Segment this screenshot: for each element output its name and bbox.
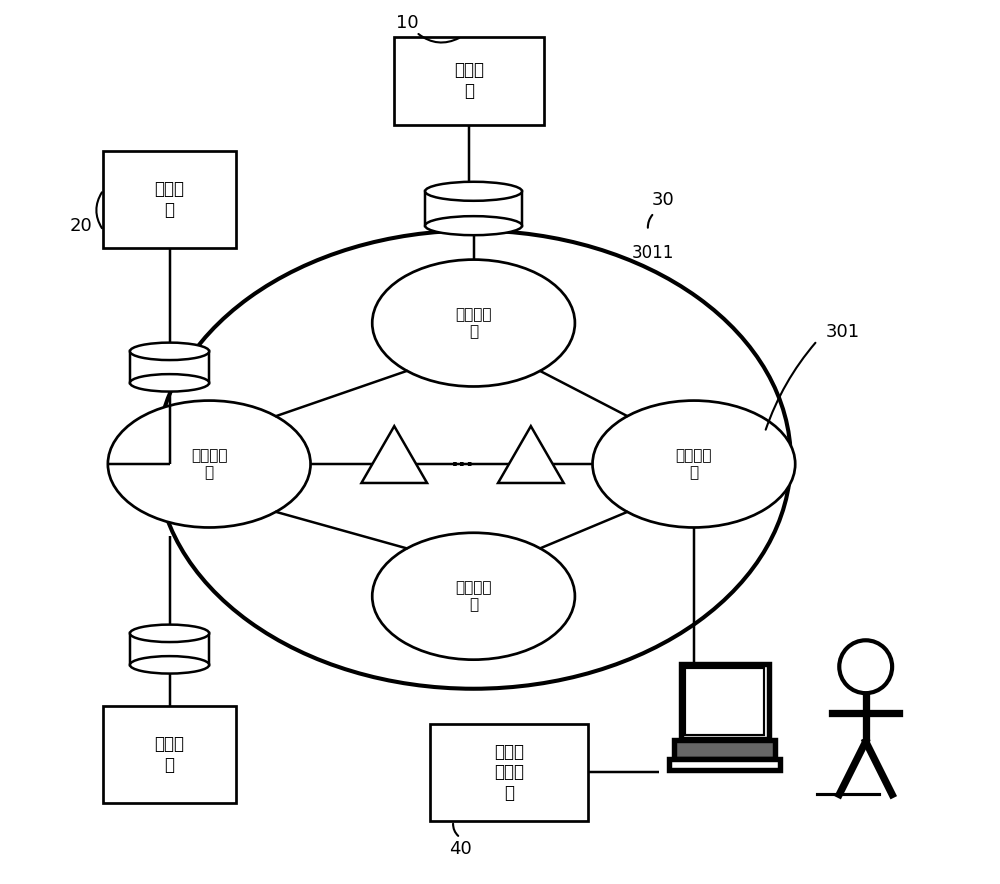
Bar: [103, 151, 236, 248]
Text: 业务系
统: 业务系 统: [155, 735, 185, 774]
Bar: [425, 191, 522, 225]
Text: 301: 301: [826, 323, 860, 341]
Bar: [394, 36, 544, 125]
Text: 3011: 3011: [632, 243, 675, 262]
Ellipse shape: [108, 400, 311, 528]
Text: 20: 20: [70, 217, 93, 235]
Bar: [674, 740, 775, 759]
Ellipse shape: [372, 260, 575, 386]
Text: 区块链节
点: 区块链节 点: [455, 580, 492, 613]
Bar: [681, 664, 769, 739]
Ellipse shape: [130, 374, 209, 392]
Text: 30: 30: [652, 191, 674, 209]
Bar: [669, 759, 780, 770]
Polygon shape: [361, 426, 427, 483]
Text: 10: 10: [396, 14, 419, 33]
Text: 40: 40: [449, 840, 472, 858]
Text: 业务系
统: 业务系 统: [454, 61, 484, 100]
Ellipse shape: [130, 656, 209, 674]
Text: ...: ...: [451, 450, 474, 469]
Bar: [685, 668, 764, 735]
Ellipse shape: [156, 231, 791, 689]
Bar: [430, 724, 588, 821]
Ellipse shape: [130, 343, 209, 360]
Ellipse shape: [372, 533, 575, 659]
Bar: [130, 633, 209, 665]
Text: 区块链节
点: 区块链节 点: [191, 448, 227, 480]
Ellipse shape: [593, 400, 795, 528]
Ellipse shape: [425, 217, 522, 235]
Bar: [103, 706, 236, 804]
Circle shape: [839, 640, 892, 693]
Text: 业务系
统: 业务系 统: [155, 180, 185, 219]
Text: 区块链节
点: 区块链节 点: [676, 448, 712, 480]
Polygon shape: [498, 426, 564, 483]
Ellipse shape: [425, 182, 522, 201]
Text: 区块链节
点: 区块链节 点: [455, 307, 492, 339]
Text: 可视化
查询系
统: 可视化 查询系 统: [494, 743, 524, 803]
Bar: [130, 351, 209, 383]
Ellipse shape: [130, 625, 209, 642]
